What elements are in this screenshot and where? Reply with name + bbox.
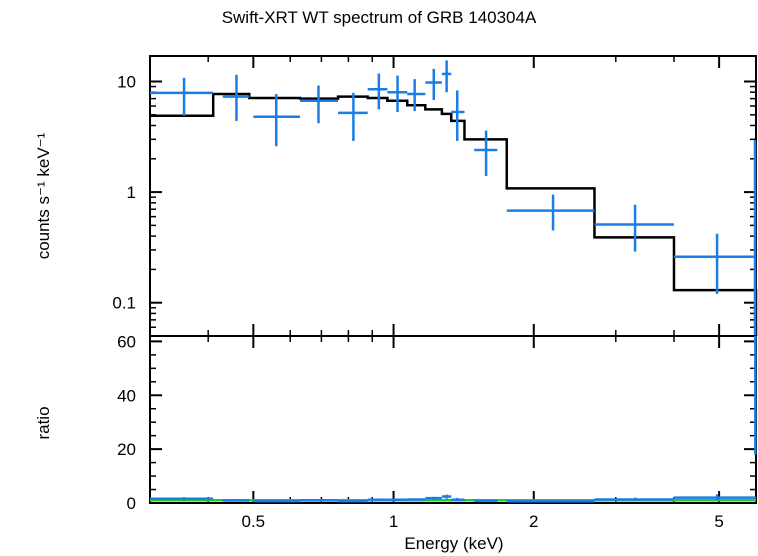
data-point — [150, 497, 214, 501]
data-point — [338, 92, 368, 141]
data-point — [441, 60, 452, 93]
spectrum-panel-frame — [149, 55, 757, 337]
data-point — [425, 68, 442, 101]
ratio-panel: 0.5 1 2 5 0 20 40 60 — [117, 332, 757, 531]
data-point — [673, 494, 756, 501]
data-point — [506, 194, 595, 231]
y-tick-label: 0 — [127, 494, 136, 513]
data-point — [474, 130, 498, 176]
chart-title: Swift-XRT WT spectrum of GRB 140304A — [221, 8, 537, 27]
spectrum-panel: 0.1 1 10 — [112, 55, 758, 337]
data-point — [387, 75, 408, 112]
x-tick-label: 2 — [529, 512, 538, 531]
data-point — [253, 499, 301, 503]
data-point — [367, 73, 388, 110]
data-point — [594, 204, 674, 252]
data-point — [387, 498, 408, 502]
x-axis-label: Energy (keV) — [404, 534, 504, 553]
x-tick-label: 5 — [714, 512, 723, 531]
data-point — [300, 85, 339, 124]
y-tick-label: 60 — [117, 332, 136, 351]
y-tick-label: 10 — [117, 72, 136, 91]
data-point — [150, 77, 214, 116]
data-point — [425, 496, 442, 500]
data-point — [754, 336, 757, 455]
data-point — [451, 90, 465, 141]
ratio-data-series — [150, 336, 757, 503]
data-point — [253, 94, 301, 147]
x-tick-label: 1 — [389, 512, 398, 531]
x-tick-label: 0.5 — [242, 512, 266, 531]
data-point — [222, 498, 250, 502]
data-point — [594, 497, 674, 502]
data-point — [451, 497, 465, 502]
y-tick-label: 1 — [127, 183, 136, 202]
model-step-line — [150, 92, 758, 336]
data-point — [441, 494, 452, 499]
y-tick-label: 20 — [117, 440, 136, 459]
spectrum-data-series — [150, 60, 757, 336]
data-point — [407, 79, 426, 112]
data-point — [338, 499, 368, 503]
y-tick-label: 0.1 — [112, 294, 136, 313]
data-point — [222, 74, 250, 121]
data-point — [506, 500, 595, 503]
ratio-panel-frame — [149, 335, 757, 504]
data-point — [300, 499, 339, 502]
data-point — [367, 498, 388, 502]
y-tick-label: 40 — [117, 386, 136, 405]
data-point — [407, 498, 426, 501]
data-point — [673, 233, 756, 294]
data-point — [474, 499, 498, 503]
